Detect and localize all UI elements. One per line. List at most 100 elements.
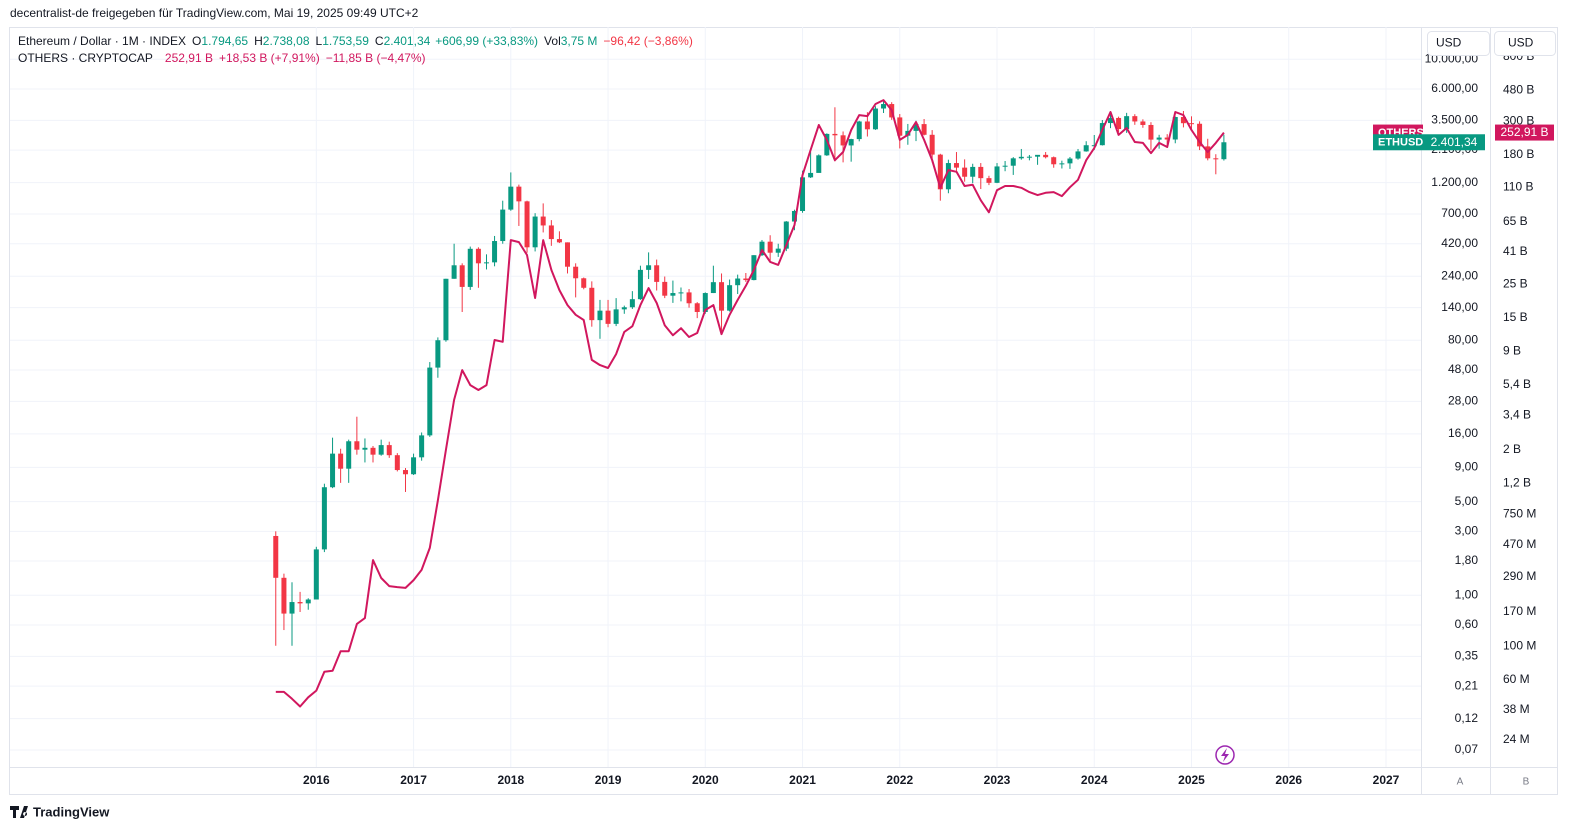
chart-frame: [9, 27, 1558, 795]
candle-body: [743, 278, 749, 281]
y-tick-label: 140,00: [1441, 300, 1478, 314]
candle-body: [338, 453, 344, 469]
scale-button[interactable]: B: [1523, 777, 1530, 788]
candle-body: [1002, 165, 1008, 167]
series-name: OTHERS · CRYPTOCAP: [18, 51, 153, 65]
x-tick-label: 2021: [789, 773, 816, 787]
candle-body: [1132, 116, 1138, 122]
legend-item: 1.753,59: [322, 34, 369, 48]
candle-body: [605, 310, 611, 324]
candle-body: [1213, 158, 1219, 160]
candle-body: [451, 265, 457, 279]
candle-body: [800, 177, 806, 212]
y2-tick-label: 25 B: [1503, 276, 1528, 290]
candle-body: [1108, 117, 1114, 124]
currency-button[interactable]: [1494, 31, 1556, 56]
candle-body: [1221, 142, 1227, 160]
y-tick-label: 0,07: [1455, 742, 1479, 756]
candle-body: [654, 265, 660, 282]
candle-body: [500, 209, 506, 242]
candle-body: [492, 241, 498, 263]
y2-tick-label: 180 B: [1503, 147, 1534, 161]
candle-body: [305, 599, 311, 604]
candle-body: [475, 248, 481, 264]
candle-body: [386, 445, 392, 456]
candle-body: [694, 303, 700, 312]
y-tick-label: 420,00: [1441, 236, 1478, 250]
candle-body: [313, 549, 319, 600]
y2-tick-label: 41 B: [1503, 244, 1528, 258]
candle-body: [597, 310, 603, 321]
y2-tick-label: 5,4 B: [1503, 377, 1531, 391]
candle-body: [864, 121, 870, 130]
candle-body: [1189, 123, 1195, 125]
legend-item: 2.738,08: [262, 34, 310, 48]
series-name: Ethereum / Dollar · 1M · INDEX: [18, 34, 187, 48]
candle-body: [719, 282, 725, 311]
legend-item: −11,85 B (−4,47%): [325, 51, 426, 65]
legend-item: 252,91 B: [164, 51, 213, 65]
candle-body: [662, 281, 668, 296]
candle-body: [856, 121, 862, 140]
y-tick-label: 28,00: [1448, 394, 1478, 408]
candle-body: [1018, 156, 1024, 159]
candle-body: [573, 266, 579, 279]
candle-body: [467, 248, 473, 287]
candle-body: [775, 248, 781, 253]
candle-body: [629, 299, 635, 308]
legend-item: 3,75 M: [560, 34, 598, 48]
candle-body: [832, 133, 838, 136]
candle-body: [330, 453, 336, 488]
candle-body: [945, 163, 951, 190]
candle-body: [548, 225, 554, 240]
y-tick-label: 1,00: [1455, 587, 1479, 601]
candle-body: [321, 487, 327, 550]
candle-body: [613, 309, 619, 324]
y-tick-label: 3.500,00: [1431, 113, 1478, 127]
y-tick-label: 0,21: [1455, 678, 1479, 692]
candle-body: [727, 285, 733, 311]
candle-body: [840, 135, 846, 146]
axes: 10.000,006.000,003.500,002.100,001.200,0…: [303, 49, 1536, 787]
legend-item: C: [374, 34, 384, 48]
candle-body: [1083, 145, 1089, 152]
candle-body: [1164, 137, 1170, 140]
candle-body: [872, 108, 878, 130]
candle-body: [532, 216, 538, 248]
candle-body: [808, 172, 814, 178]
candle-body: [1099, 123, 1105, 146]
candle-body: [362, 447, 368, 450]
currency-label[interactable]: USD: [1508, 36, 1534, 50]
legend-item: L: [315, 34, 323, 48]
x-tick-label: 2016: [303, 773, 330, 787]
y2-tick-label: 290 M: [1503, 569, 1536, 583]
y2-tick-label: 470 M: [1503, 537, 1536, 551]
candle-body: [929, 134, 935, 155]
legend-item: Vol: [544, 34, 561, 48]
candle-body: [897, 117, 903, 136]
auto-scale-button[interactable]: A: [1457, 777, 1464, 788]
candle-body: [1059, 163, 1065, 165]
legend-item: +18,53 B (+7,91%): [218, 51, 320, 65]
candle-body: [678, 292, 684, 294]
currency-button[interactable]: [1427, 31, 1490, 56]
y2-tick-label: 3,4 B: [1503, 407, 1531, 421]
candle-body: [1197, 123, 1203, 147]
candle-body: [370, 447, 376, 455]
brand-name: TradingView: [33, 804, 110, 819]
candle-body: [921, 124, 927, 135]
candle-body: [1156, 137, 1162, 140]
currency-label[interactable]: USD: [1436, 36, 1462, 50]
candle-body: [994, 166, 1000, 183]
symbol-label: ETHUSD: [1378, 137, 1423, 149]
candle-body: [411, 457, 417, 475]
candle-body: [1180, 117, 1186, 124]
y-tick-label: 240,00: [1441, 268, 1478, 282]
legend-row: OTHERS · CRYPTOCAP 252,91 B +18,53 B (+7,…: [18, 51, 426, 65]
candle-body: [354, 441, 360, 450]
candle-body: [516, 186, 522, 202]
candle-body: [848, 139, 854, 146]
candle-body: [783, 221, 789, 249]
